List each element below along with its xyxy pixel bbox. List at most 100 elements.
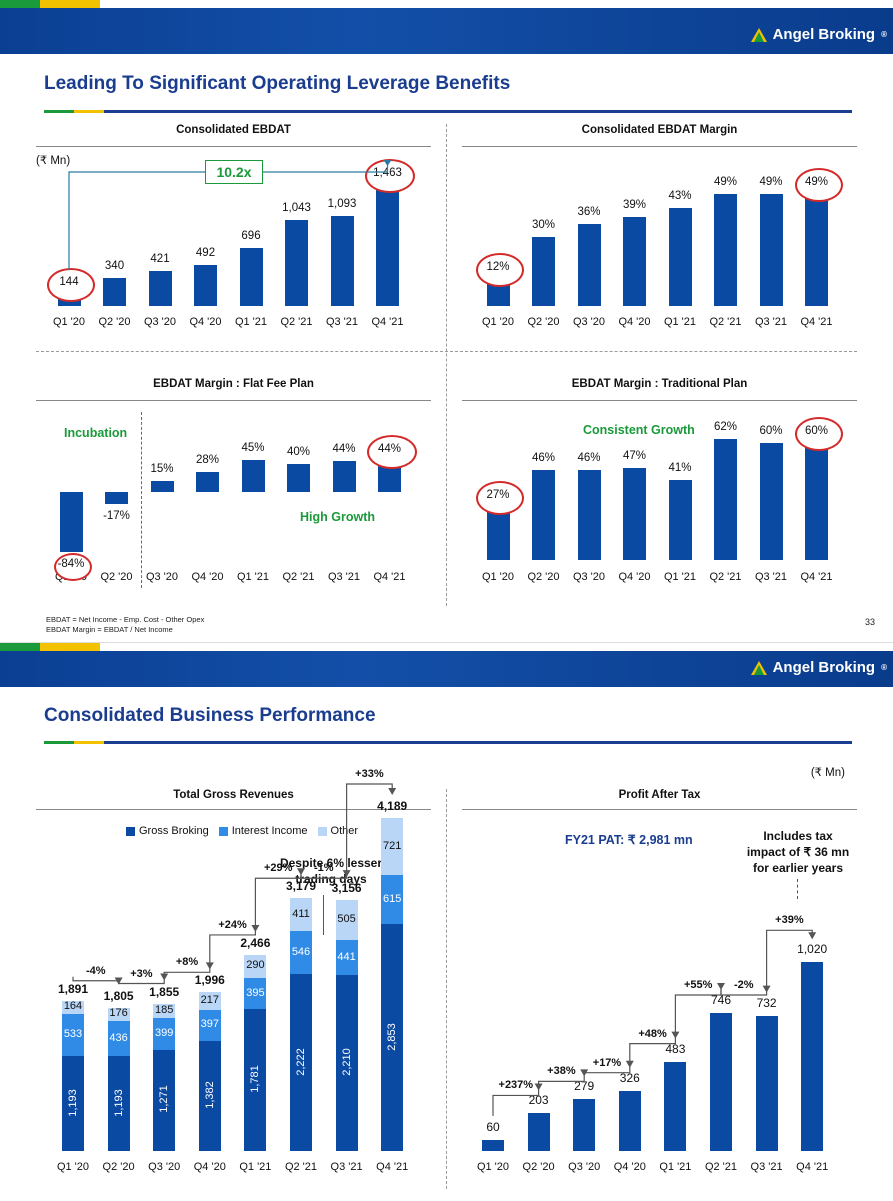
stacked-segment <box>335 900 358 941</box>
data-label-highlighted: -84% <box>57 557 85 570</box>
data-label: 340 <box>104 259 125 272</box>
growth-connector <box>537 1075 585 1090</box>
tax-note-connector <box>797 879 798 899</box>
panel-underline <box>462 400 857 401</box>
x-tick-label: Q1 '20 <box>476 1161 510 1173</box>
growth-label: +3% <box>130 967 153 980</box>
data-label: 44% <box>332 442 356 455</box>
x-tick-label: Q4 '21 <box>800 571 833 583</box>
growth-connector <box>300 874 348 879</box>
brand-logo: Angel Broking ® <box>750 659 887 676</box>
legend-swatch <box>317 826 327 836</box>
slide-2-title: Consolidated Business Performance <box>44 705 376 726</box>
x-tick-label: Q2 '21 <box>709 571 742 583</box>
segment-label: 505 <box>337 913 356 926</box>
growth-label: +55% <box>683 978 713 991</box>
growth-arrowhead <box>717 982 725 990</box>
note-line: impact of ₹ 36 mn <box>746 845 850 859</box>
tax-impact-note: Includes tax impact of ₹ 36 mn for earli… <box>728 828 868 876</box>
chart-bar <box>532 470 555 560</box>
growth-label: -4% <box>86 964 106 977</box>
data-label: 492 <box>195 247 216 260</box>
data-label: 43% <box>668 189 692 202</box>
chart-bar <box>577 470 601 560</box>
total-label: 3,156 <box>331 881 362 896</box>
x-tick-label: Q4 '21 <box>800 316 833 328</box>
segment-label: 164 <box>63 1000 83 1013</box>
growth-arrowhead <box>114 977 123 985</box>
stacked-segment <box>153 1049 176 1151</box>
stacked-segment <box>244 954 267 978</box>
x-tick-label: Q4 '21 <box>796 1161 829 1173</box>
data-label: -17% <box>103 510 130 523</box>
total-label: 1,855 <box>149 984 180 999</box>
note-line: Despite 6% lesser <box>279 856 383 870</box>
growth-connector <box>209 930 256 969</box>
panel-underline <box>462 146 857 147</box>
growth-label: -1% <box>314 862 334 875</box>
chart-bar <box>486 507 510 560</box>
x-tick-label: Q3 '21 <box>754 316 788 328</box>
trading-days-note: Despite 6% lesser trading days <box>256 855 406 887</box>
data-label: 1,020 <box>797 942 828 957</box>
stacked-segment <box>381 875 404 925</box>
data-label: 46% <box>531 452 556 465</box>
legend-item: Gross Broking <box>126 825 209 837</box>
x-tick-label: Q4 '20 <box>618 571 651 583</box>
chart-bar <box>194 265 217 306</box>
panel-title-flat-fee: EBDAT Margin : Flat Fee Plan <box>153 378 314 390</box>
note-line: trading days <box>295 872 367 886</box>
chart-bar <box>714 193 737 306</box>
data-label: 746 <box>710 992 732 1007</box>
stacked-segment <box>290 974 312 1151</box>
chart-bar <box>482 1139 504 1151</box>
total-label: 1,891 <box>57 981 89 996</box>
segment-label: 399 <box>155 1027 174 1040</box>
chart-bar <box>287 463 310 492</box>
segment-label: 397 <box>200 1018 219 1031</box>
x-tick-label: Q2 '20 <box>100 571 133 583</box>
footnote: EBDAT Margin = EBDAT / Net Income <box>46 625 173 634</box>
x-tick-label: Q4 '20 <box>191 571 224 583</box>
data-label: 421 <box>150 253 170 266</box>
x-tick-label: Q2 '21 <box>282 571 315 583</box>
incubation-divider <box>141 412 142 588</box>
x-tick-label: Q3 '20 <box>572 316 606 328</box>
data-label: 60% <box>759 425 783 437</box>
x-tick-label: Q3 '21 <box>330 1161 363 1173</box>
data-label: 40% <box>286 445 311 458</box>
growth-label: +24% <box>218 918 247 931</box>
chart-bar <box>755 1015 778 1151</box>
brand-logo: Angel Broking ® <box>750 26 887 43</box>
data-label-highlighted: 1,463 <box>373 167 402 179</box>
segment-label: 533 <box>63 1027 83 1040</box>
x-tick-label: Q3 '21 <box>327 571 361 583</box>
brand-registered-mark: ® <box>881 30 887 39</box>
chart-bar <box>376 185 399 306</box>
highlight-circle <box>364 159 415 193</box>
x-tick-label: Q2 '21 <box>280 316 313 328</box>
legend-label: Gross Broking <box>139 825 209 837</box>
x-tick-label: Q2 '21 <box>709 316 742 328</box>
x-tick-label: Q1 '21 <box>236 571 270 583</box>
chart-bar <box>527 1113 550 1151</box>
stacked-segment <box>198 1009 221 1042</box>
data-label: 732 <box>756 995 777 1010</box>
data-label: 15% <box>150 463 174 476</box>
x-tick-label: Q4 '20 <box>193 1161 226 1173</box>
pat-growth-arrows <box>492 929 817 1116</box>
fy21-pat-label: FY21 PAT: ₹ 2,981 mn <box>565 833 693 847</box>
chart-bar <box>103 277 126 306</box>
data-label: 279 <box>574 1079 595 1094</box>
segment-label: 721 <box>383 839 402 852</box>
x-tick-label: Q3 '21 <box>754 571 788 583</box>
x-tick-label: Q2 '20 <box>527 571 560 583</box>
panel-divider-v <box>446 789 447 1189</box>
data-label: 30% <box>531 219 556 232</box>
x-tick-label: Q1 '21 <box>239 1161 272 1173</box>
chart-bar <box>664 1061 687 1151</box>
data-label: 203 <box>528 1093 549 1108</box>
page-number: 33 <box>864 617 875 627</box>
x-tick-label: Q3 '20 <box>572 571 606 583</box>
x-tick-label: Q2 '20 <box>102 1161 135 1173</box>
